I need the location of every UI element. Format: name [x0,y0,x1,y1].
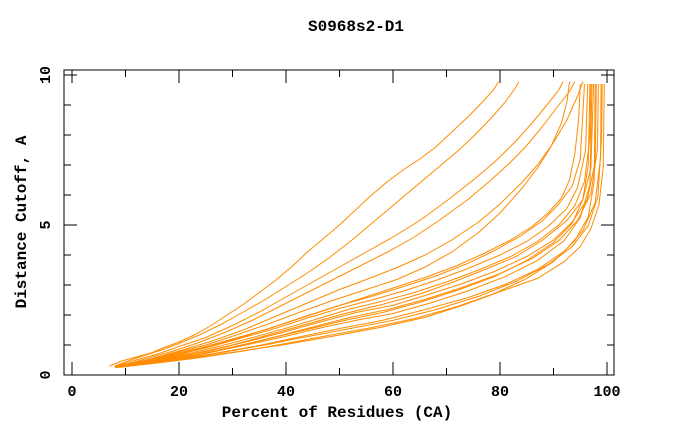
model-curve-line [136,83,603,366]
x-tick-label: 100 [593,384,620,401]
plot-frame [63,69,615,376]
y-axis-label: Distance Cutoff, A [13,135,31,308]
x-tick-label: 60 [384,384,402,401]
tick-labels: 0 20 40 60 80 100 0 5 10 [38,66,621,401]
model-curves [109,81,605,369]
x-tick-label: 0 [67,384,76,401]
y-tick-label: 0 [38,370,55,379]
model-curve-line [130,83,593,367]
x-tick-label: 40 [277,384,295,401]
model-curve-line [125,83,602,368]
model-curve-line [125,81,584,366]
model-curve-line [125,83,592,367]
y-tick-label: 10 [38,66,55,84]
model-curve-line [120,83,595,368]
x-tick-label: 80 [491,384,509,401]
model-curve-line [141,83,605,365]
model-curve-line [114,83,581,368]
model-curve-line [120,83,591,368]
model-curve-line [120,83,585,367]
model-curve-line [120,81,576,367]
plot-title: S0968s2-D1 [308,18,404,36]
model-curve-line [114,81,564,368]
model-curve-line [125,83,599,367]
x-axis-label: Percent of Residues (CA) [222,404,452,422]
plot-frame-rect [63,69,615,376]
model-curve-line [114,83,589,368]
x-tick-label: 20 [170,384,188,401]
model-curve-line [130,83,597,366]
model-curve-line [114,81,520,367]
y-tick-label: 5 [38,220,55,229]
model-curve-line [120,81,570,368]
model-curve-line [109,81,499,367]
tick-marks [64,70,614,376]
